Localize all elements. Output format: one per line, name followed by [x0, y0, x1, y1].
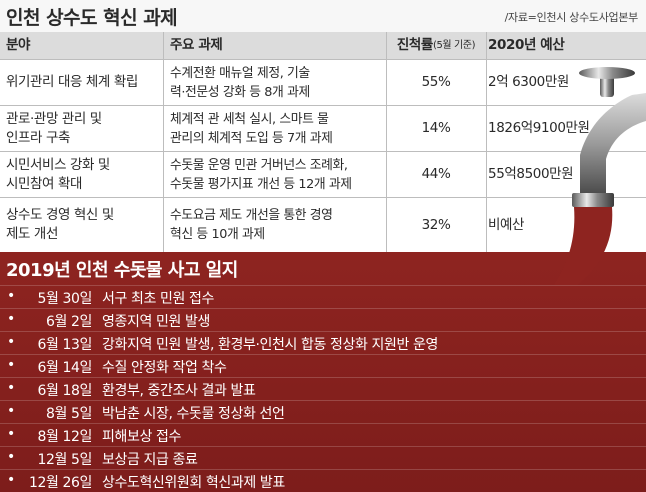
row-task-line: 수도요금 제도 개선을 통한 경영 [170, 208, 333, 223]
row-task-line: 수돗물 평가지표 개선 등 12개 과제 [170, 176, 352, 192]
bullet: • [7, 426, 15, 442]
row-area-line: 제도 개선 [6, 226, 58, 242]
row-task: 수돗물 운영 민관 거버넌스 조례화, 수돗물 평가지표 개선 등 12개 과제 [170, 152, 385, 197]
list-item: • 8월 5일 박남춘 시장, 수돗물 정상화 선언 [0, 400, 646, 423]
log-event: 수질 안정화 작업 착수 [102, 360, 227, 376]
page-header: 인천 상수도 혁신 과제 /자료=인천시 상수도사업본부 [0, 0, 646, 32]
log-event: 박남춘 시장, 수돗물 정상화 선언 [102, 406, 285, 422]
row-area-line: 시민참여 확대 [6, 175, 83, 192]
row-progress: 14% [421, 120, 451, 136]
faucet-icon [554, 67, 646, 285]
row-task-line: 혁신 등 10개 과제 [170, 227, 265, 242]
log-event: 강화지역 민원 발생, 환경부·인천시 합동 정상화 지원반 운영 [102, 337, 438, 353]
log-event: 영종지역 민원 발생 [102, 314, 210, 330]
bullet: • [7, 311, 15, 327]
row-area-line: 시민서비스 강화 및 [6, 156, 110, 173]
source-credit: /자료=인천시 상수도사업본부 [504, 11, 639, 24]
list-item: • 12월 26일 상수도혁신위원회 혁신과제 발표 [0, 469, 646, 492]
row-task-line: 체계적 관 세척 실시, 스마트 물 [170, 111, 329, 127]
log-event: 상수도혁신위원회 혁신과제 발표 [102, 475, 285, 491]
row-budget: 55억8500만원 [488, 166, 574, 182]
row-progress: 55% [421, 74, 451, 90]
row-progress: 44% [421, 166, 451, 182]
log-date: 6월 13일 [37, 337, 92, 353]
column-divider [486, 32, 487, 252]
log-date: 6월 18일 [37, 383, 92, 399]
list-item: • 6월 18일 환경부, 중간조사 결과 발표 [0, 377, 646, 400]
column-divider [163, 32, 164, 252]
log-date: 6월 14일 [37, 360, 92, 376]
log-date: 12월 26일 [28, 475, 92, 491]
incident-log-title: 2019년 인천 수돗물 사고 일지 [6, 260, 238, 281]
column-header-budget: 2020년 예산 [488, 37, 565, 53]
bullet: • [7, 403, 15, 419]
row-area-line: 상수도 경영 혁신 및 [6, 207, 114, 223]
incident-log-panel [0, 252, 646, 492]
table-header-row: 분야 주요 과제 진척률 (5월 기준) 2020년 예산 [0, 32, 646, 60]
log-event: 보상금 지급 종료 [102, 452, 198, 468]
page-title: 인천 상수도 혁신 과제 [6, 7, 178, 29]
bullet: • [7, 357, 15, 373]
list-item: • 12월 5일 보상금 지급 종료 [0, 446, 646, 469]
column-header-progress: 진척률 (5월 기준) [386, 32, 486, 59]
log-date: 5월 30일 [37, 291, 92, 307]
column-header-area: 분야 [6, 37, 31, 53]
row-budget: 비예산 [488, 216, 525, 233]
bullet: • [7, 449, 15, 465]
list-item: • 6월 13일 강화지역 민원 발생, 환경부·인천시 합동 정상화 지원반 운영 [0, 331, 646, 354]
column-header-task: 주요 과제 [170, 37, 223, 53]
table-row: 시민서비스 강화 및 시민참여 확대 수돗물 운영 민관 거버넌스 조례화, 수돗물… [0, 152, 646, 198]
row-area: 위기관리 대응 체계 확립 [6, 74, 138, 90]
column-divider [386, 32, 387, 252]
row-progress: 32% [421, 216, 451, 233]
log-date: 8월 5일 [45, 406, 92, 422]
log-event: 피해보상 접수 [102, 429, 181, 445]
row-task-line: 관리의 체계적 도입 등 7개 과제 [170, 130, 333, 146]
list-item: • 6월 14일 수질 안정화 작업 착수 [0, 354, 646, 377]
log-date: 8월 12일 [37, 429, 92, 445]
row-budget: 2억 6300만원 [488, 74, 569, 90]
log-event: 환경부, 중간조사 결과 발표 [102, 383, 256, 399]
bullet: • [7, 472, 15, 488]
log-event: 서구 최초 민원 접수 [102, 291, 214, 307]
list-item: • 6월 2일 영종지역 민원 발생 [0, 308, 646, 331]
row-budget: 1826억9100만원 [488, 120, 590, 136]
log-date: 6월 2일 [45, 314, 92, 330]
row-area-line: 인프라 구축 [6, 129, 70, 146]
row-task-line: 력·전문성 강화 등 8개 과제 [170, 84, 310, 100]
log-date: 12월 5일 [37, 452, 92, 468]
row-task-line: 수계전환 매뉴얼 제정, 기술 [170, 65, 310, 81]
row-task-line: 수돗물 운영 민관 거버넌스 조례화, [170, 157, 348, 173]
bullet: • [7, 380, 15, 396]
progress-label: 진척률 [396, 37, 433, 53]
bullet: • [7, 334, 15, 350]
list-item: • 5월 30일 서구 최초 민원 접수 [0, 285, 646, 308]
list-item: • 8월 12일 피해보상 접수 [0, 423, 646, 446]
bullet: • [7, 288, 15, 304]
progress-note: (5월 기준) [432, 40, 476, 51]
row-area-line: 관로·관망 관리 및 [6, 110, 102, 127]
